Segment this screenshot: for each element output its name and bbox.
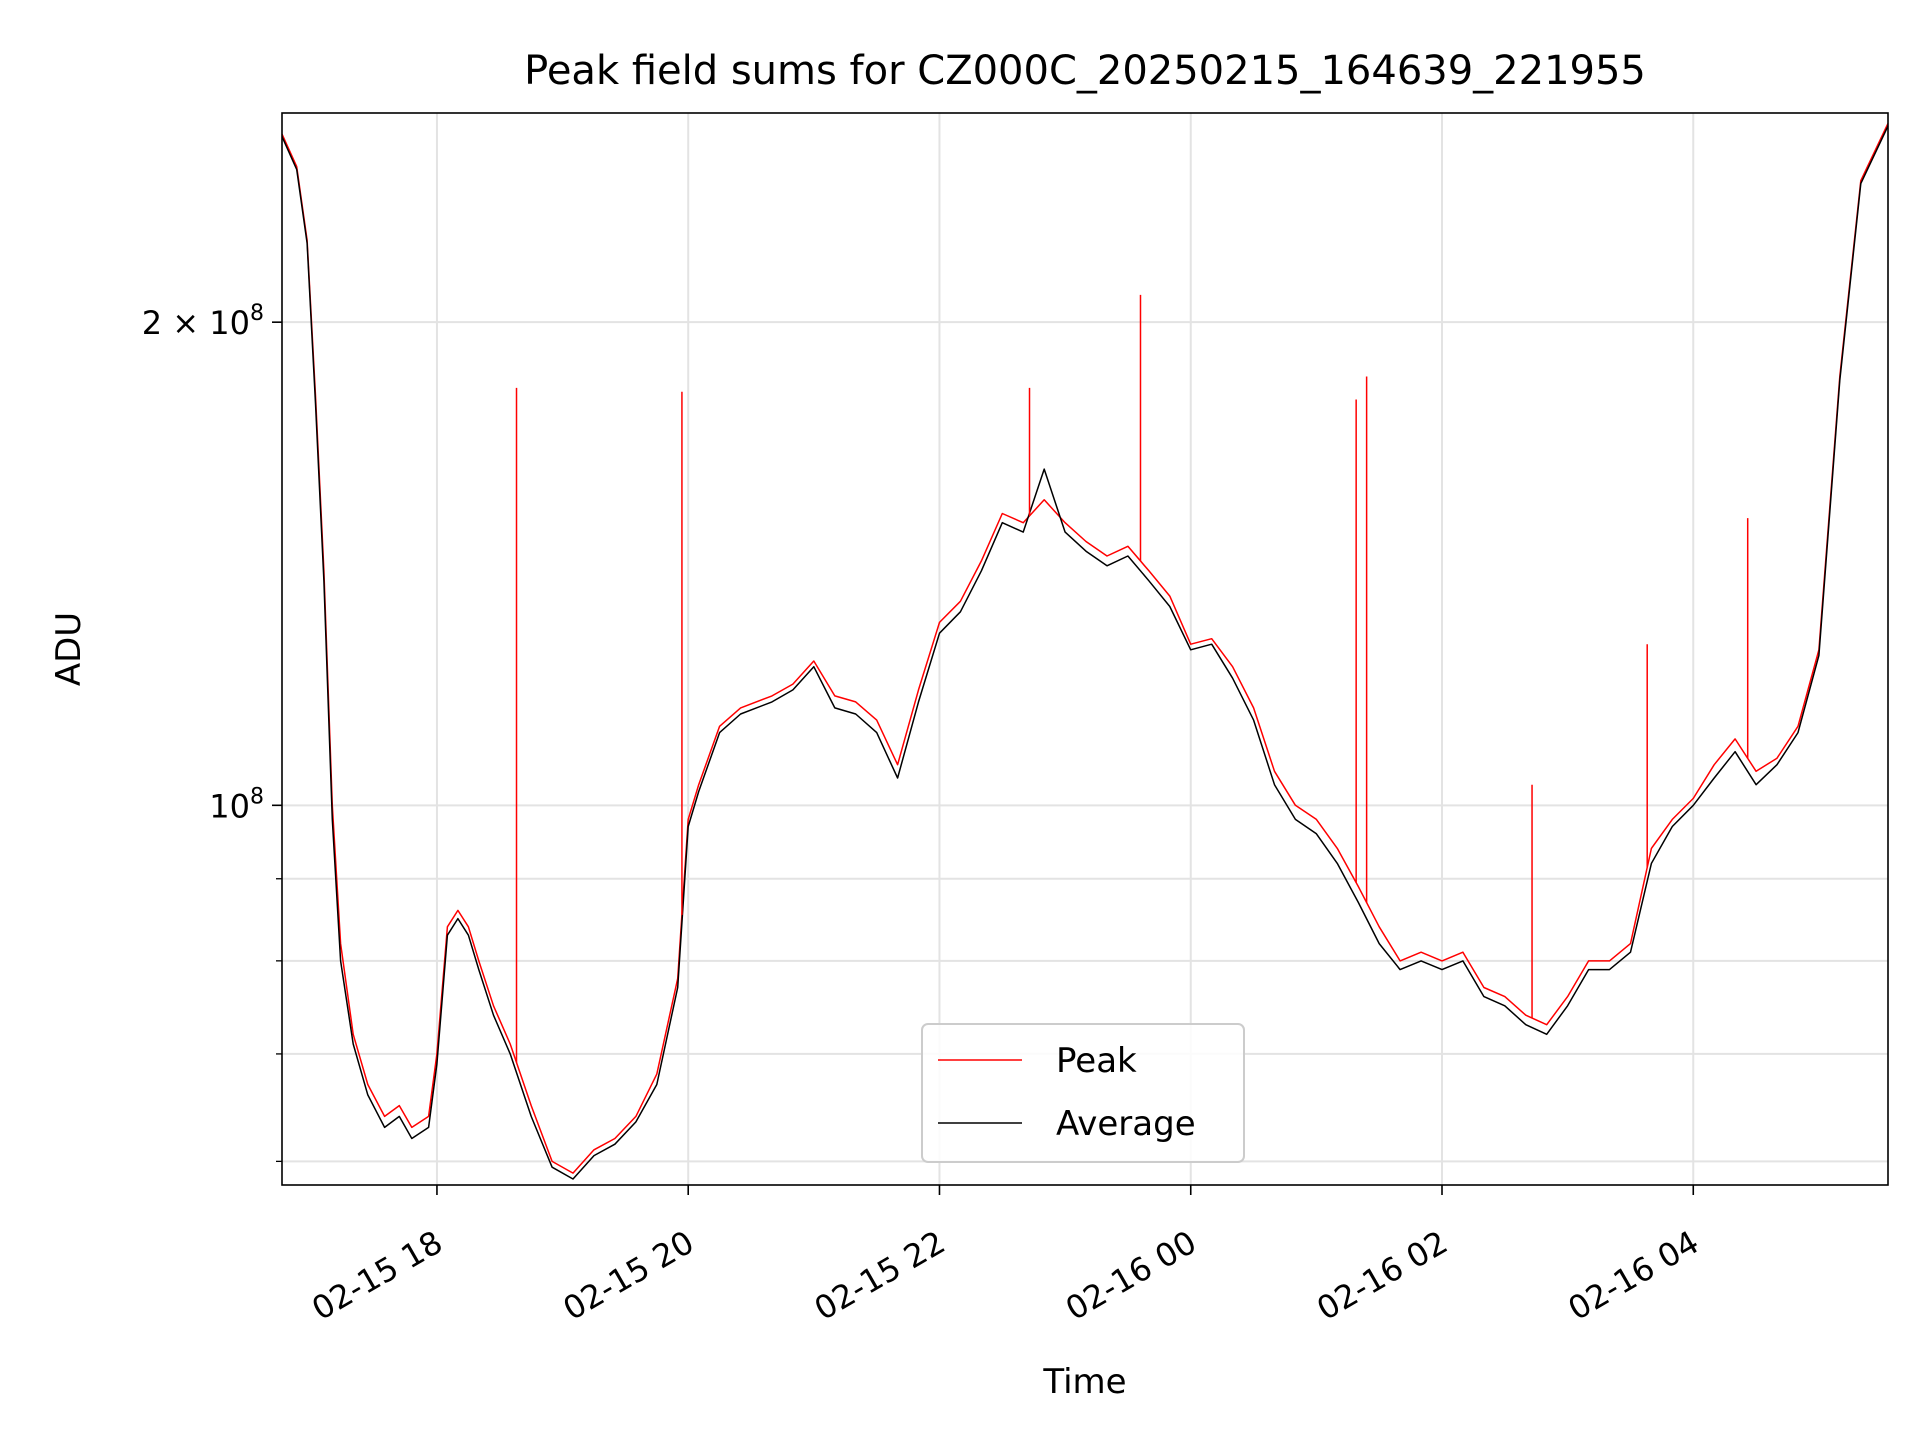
legend-label-average: Average <box>1056 1104 1196 1144</box>
y-tick-label: 2 × 108 <box>142 301 264 342</box>
y-axis-label: ADU <box>49 612 89 686</box>
legend-label-peak: Peak <box>1056 1041 1137 1081</box>
legend-box <box>921 1023 1245 1163</box>
plot-frame <box>281 112 1889 1186</box>
x-axis-label: Time <box>1042 1362 1126 1402</box>
series-line-peak <box>281 123 1889 1174</box>
series-layer <box>281 123 1889 1180</box>
chart-title: Peak field sums for CZ000C_20250215_1646… <box>524 48 1646 94</box>
series-line-average <box>281 125 1889 1180</box>
legend: Peak Average <box>921 1023 1245 1163</box>
